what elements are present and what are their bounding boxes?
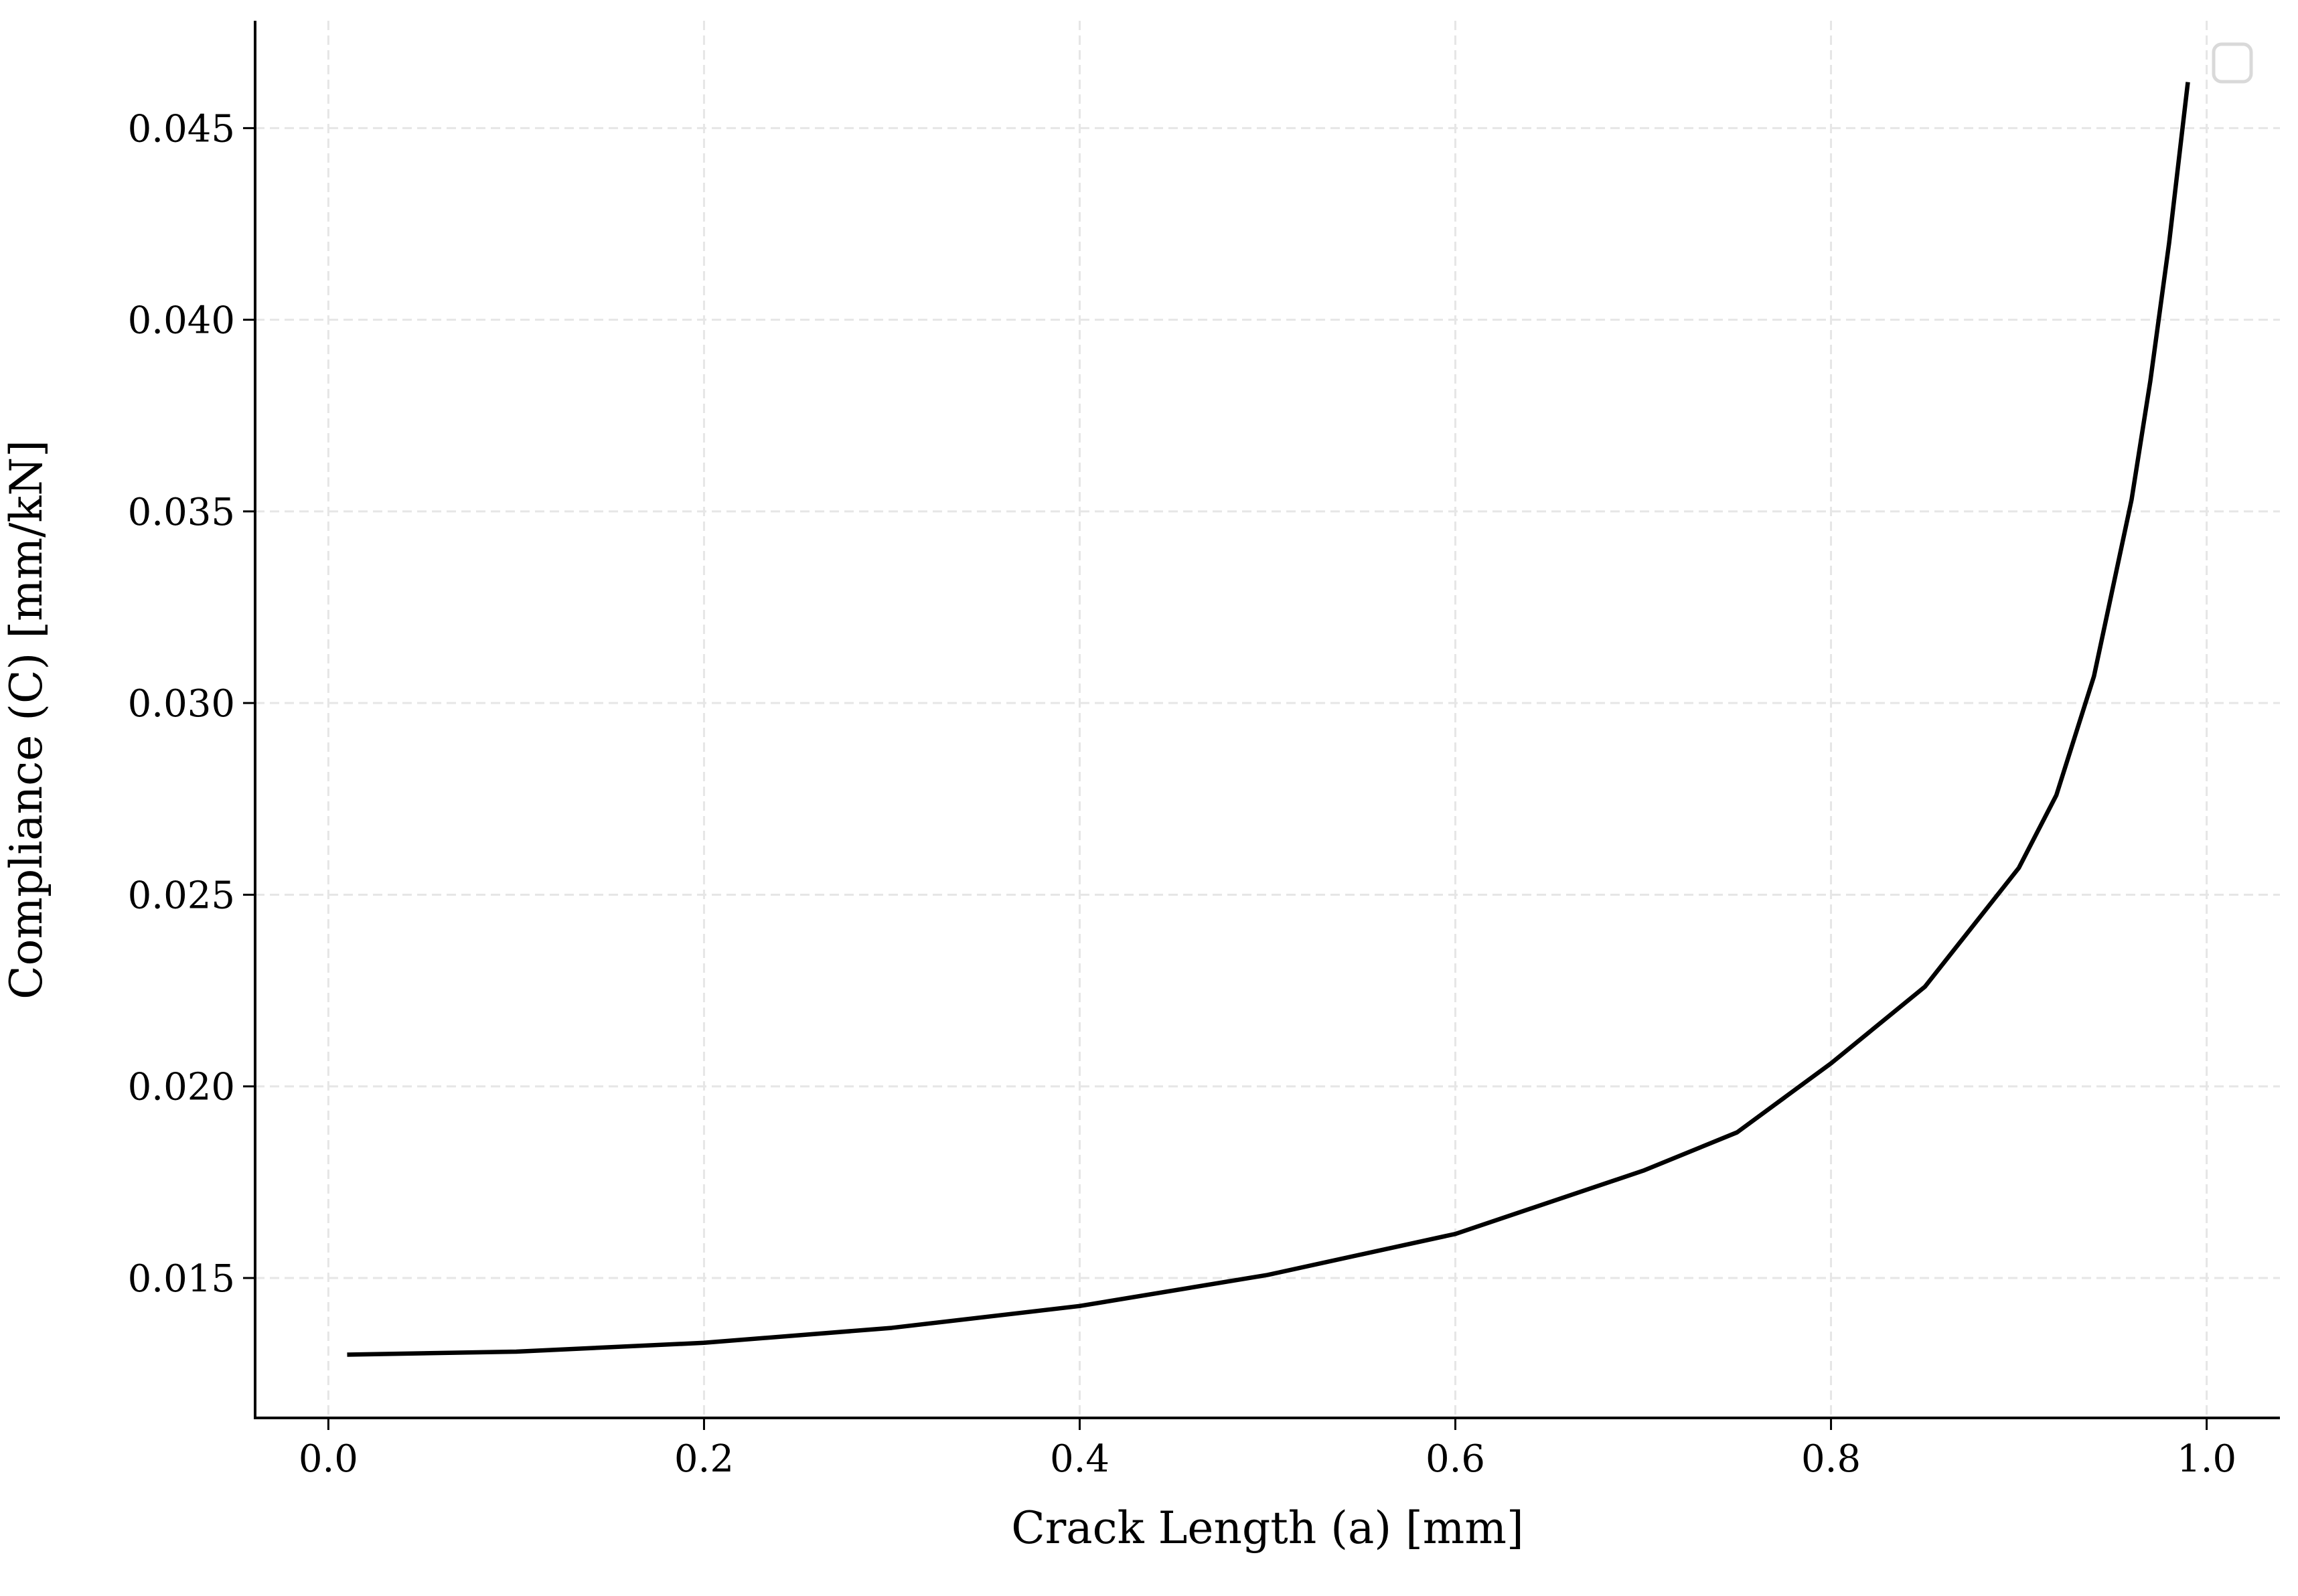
x-tick-label: 0.4 — [1050, 1437, 1109, 1481]
x-tick-label: 0.8 — [1801, 1437, 1861, 1481]
y-tick-label: 0.030 — [128, 682, 235, 726]
x-axis-label: Crack Length (a) [mm] — [1011, 1502, 1523, 1554]
x-tick-label: 0.6 — [1426, 1437, 1485, 1481]
y-tick-label: 0.025 — [128, 874, 235, 917]
y-tick-label: 0.015 — [128, 1257, 235, 1301]
grid — [255, 21, 2280, 1418]
x-tick-label: 0.0 — [299, 1437, 358, 1481]
y-tick-label: 0.035 — [128, 491, 235, 534]
line-series — [347, 82, 2190, 1357]
y-axis-label: Compliance (C) [mm/kN] — [1, 440, 52, 1000]
x-tick-label: 1.0 — [2177, 1437, 2236, 1481]
y-tick-label: 0.020 — [128, 1066, 235, 1109]
y-tick-label: 0.045 — [128, 107, 235, 151]
legend-box — [2212, 42, 2253, 84]
y-tick-label: 0.040 — [128, 299, 235, 343]
axes — [254, 21, 2280, 1419]
x-tick-label: 0.2 — [674, 1437, 734, 1481]
